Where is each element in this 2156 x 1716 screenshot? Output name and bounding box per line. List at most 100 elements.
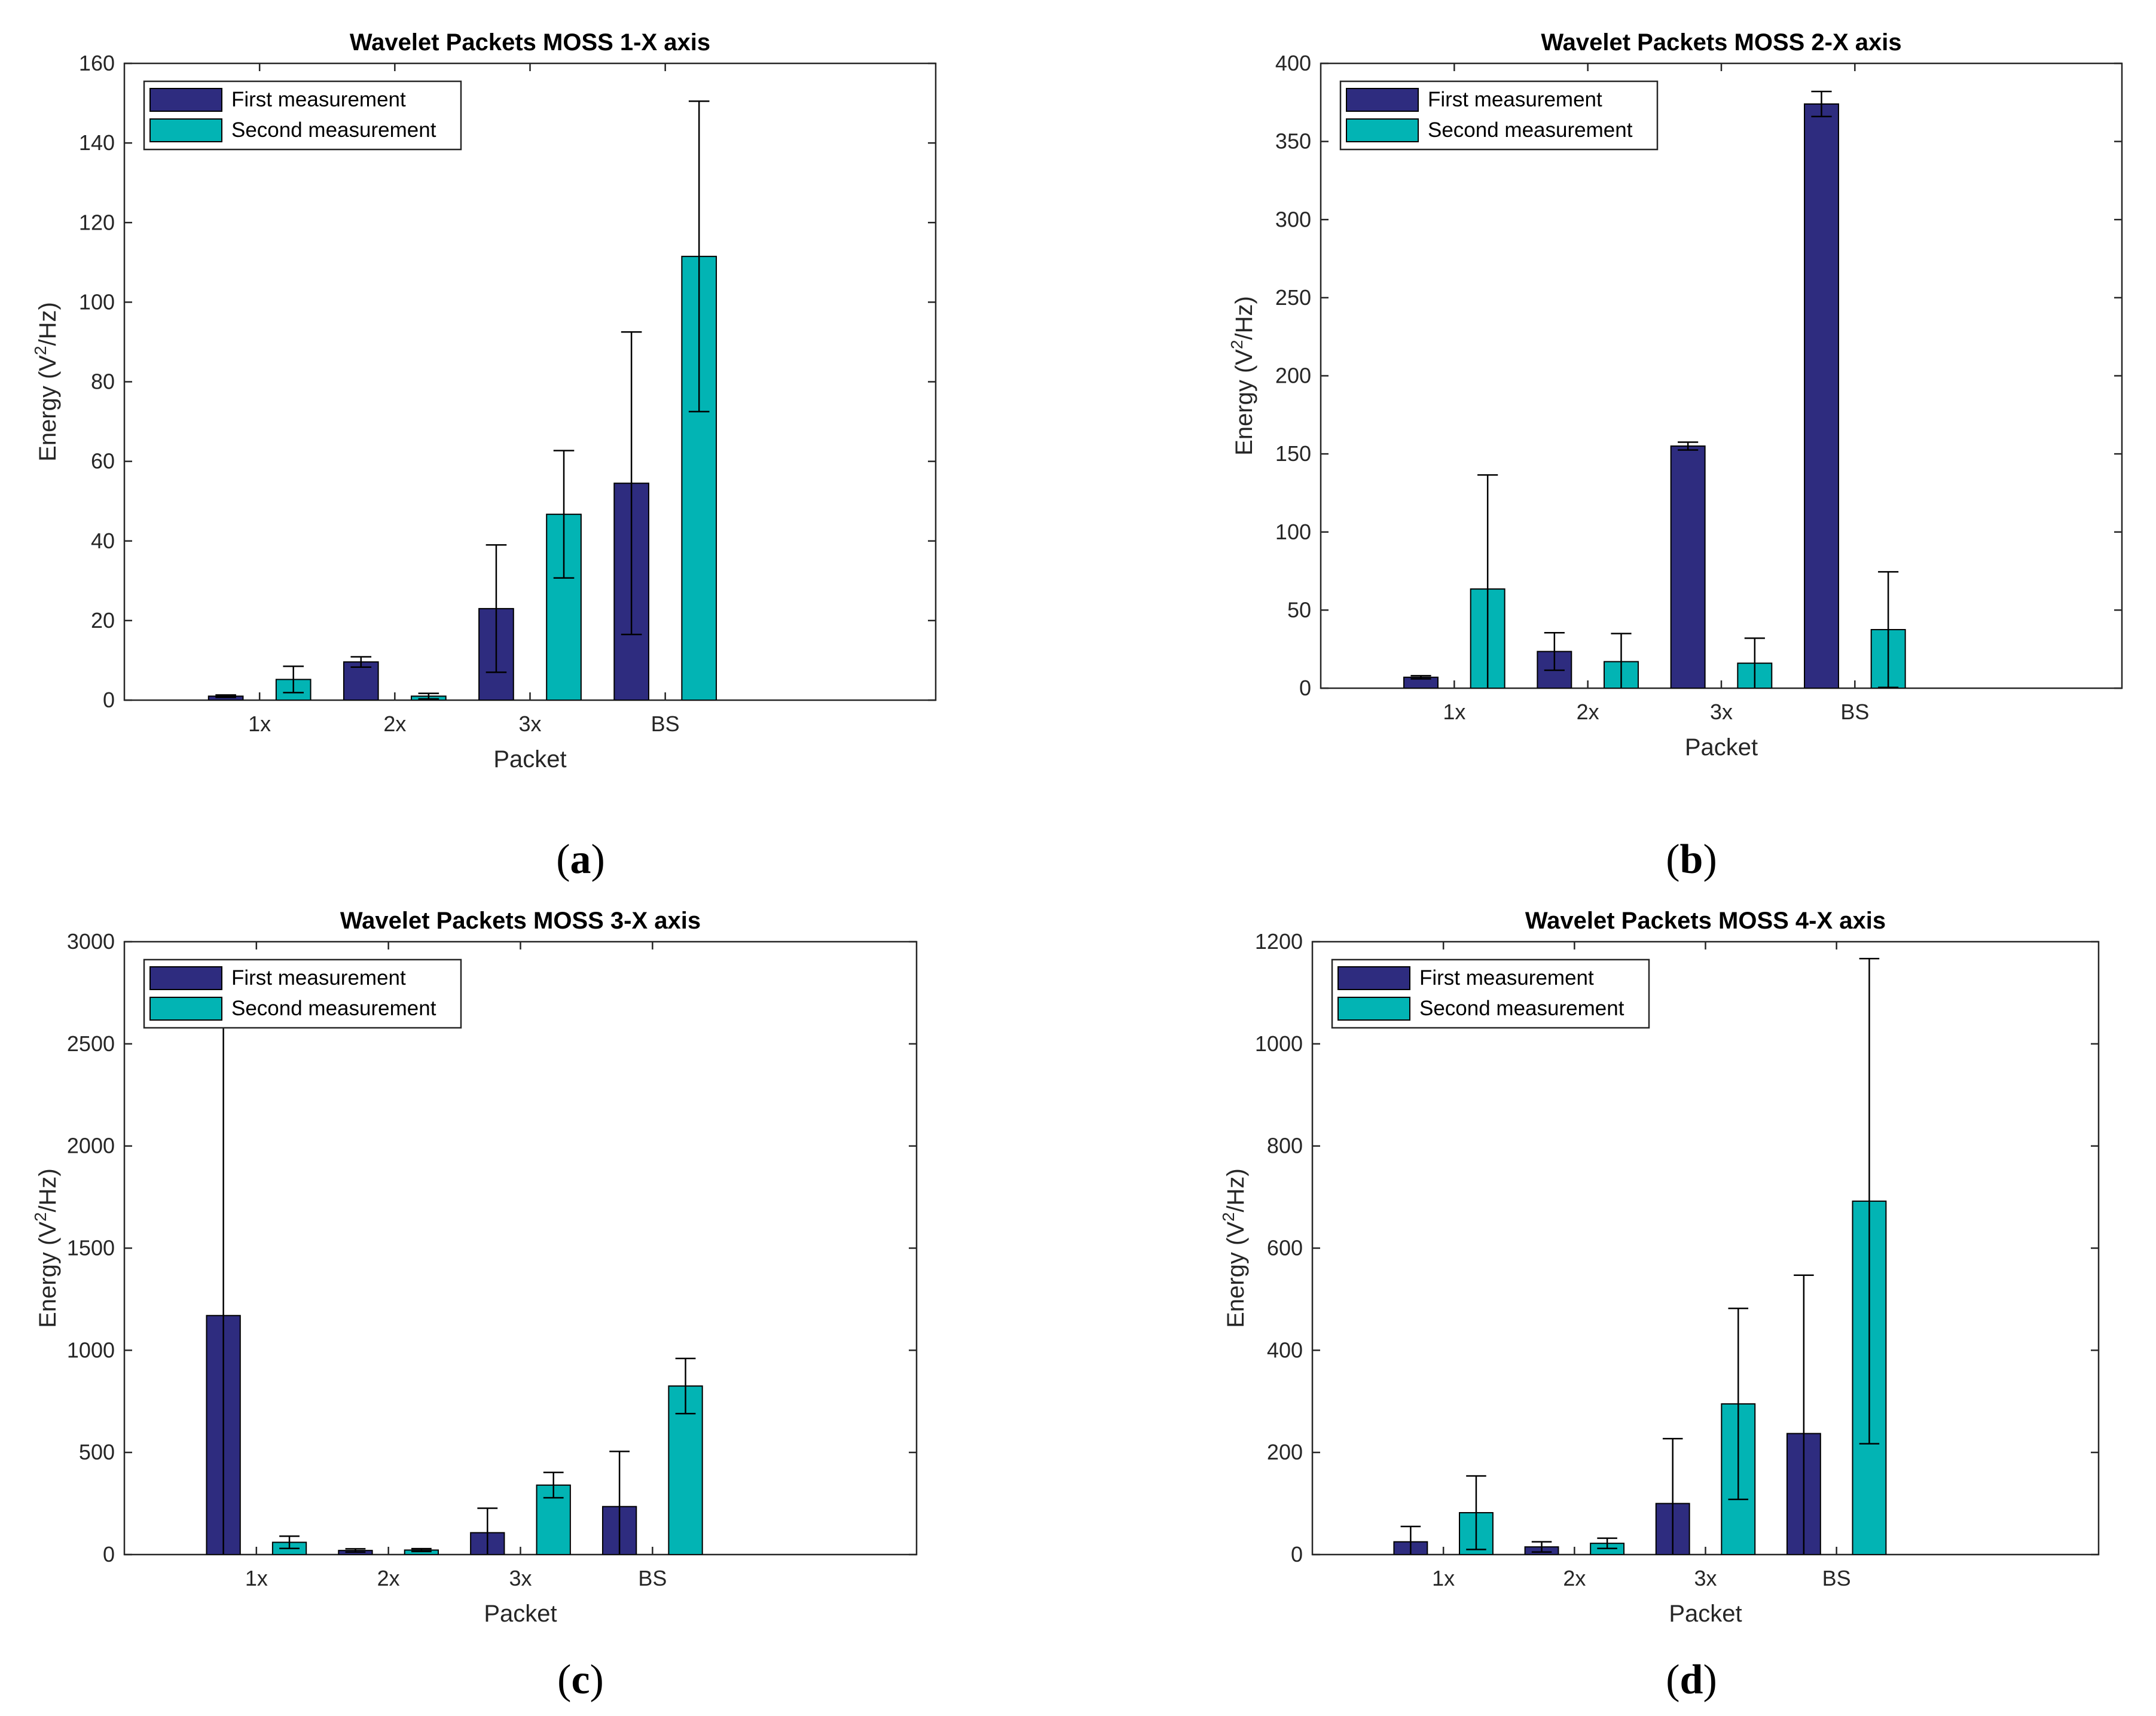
y-tick-label: 3000 bbox=[67, 929, 115, 954]
y-tick-label: 50 bbox=[1287, 597, 1311, 622]
legend-swatch-series2 bbox=[149, 118, 222, 142]
x-tick-label-2x: 2x bbox=[1563, 1566, 1586, 1590]
y-tick-label: 120 bbox=[79, 210, 115, 234]
bars-group bbox=[1403, 90, 1906, 688]
y-tick-label: 0 bbox=[1299, 676, 1311, 700]
y-axis-label-sup: 2 bbox=[1219, 1212, 1238, 1222]
caption-close-paren: ) bbox=[1703, 1657, 1717, 1703]
legend-swatch-series2 bbox=[1346, 118, 1419, 142]
y-tick-label: 40 bbox=[91, 529, 115, 553]
y-tick-label: 2500 bbox=[67, 1031, 115, 1056]
legend-label-series1: First measurement bbox=[1428, 88, 1602, 111]
plot-area bbox=[1311, 941, 2100, 1556]
legend: First measurement Second measurement bbox=[1339, 80, 1659, 151]
y-tick-label: 160 bbox=[79, 51, 115, 75]
y-tick-label: 1000 bbox=[67, 1338, 115, 1362]
y-tick-label: 0 bbox=[1291, 1542, 1303, 1567]
chart-panel-c: 0 500 1000 1500 2000 2500 3000 1x 2x 3x BS Wavelet … bbox=[31, 908, 918, 1703]
y-tick-label: 200 bbox=[1275, 364, 1311, 388]
bars-group bbox=[1393, 957, 1887, 1555]
caption-letter: c bbox=[571, 1657, 590, 1703]
chart-title: Wavelet Packets MOSS 2-X axis bbox=[1541, 29, 1901, 56]
y-tick-label: 500 bbox=[79, 1440, 115, 1464]
legend-swatch-series2 bbox=[1337, 997, 1410, 1021]
chart-title: Wavelet Packets MOSS 1-X axis bbox=[350, 29, 710, 56]
caption-close-paren: ) bbox=[590, 1657, 604, 1703]
legend-label-series2: Second measurement bbox=[231, 118, 436, 142]
y-tick-label: 1500 bbox=[67, 1236, 115, 1260]
caption-open-paren: ( bbox=[1666, 836, 1679, 883]
caption-letter: d bbox=[1680, 1657, 1703, 1703]
chart-panel-b: 0 50 100 150 200 250 300 350 400 1x 2x 3x BS Wavelet … bbox=[1227, 29, 2123, 883]
y-axis-label-base: Energy (V bbox=[35, 1222, 61, 1328]
y-tick-label: 150 bbox=[1275, 441, 1311, 466]
y-axis-label: Energy (V2/Hz) bbox=[1219, 1168, 1249, 1328]
x-axis-label: Packet bbox=[484, 1601, 557, 1627]
bar-series1-3x bbox=[1670, 445, 1706, 688]
y-axis-label-tail: /Hz) bbox=[1223, 1168, 1249, 1212]
caption-open-paren: ( bbox=[557, 1657, 571, 1703]
panel-caption: (d) bbox=[1666, 1657, 1717, 1703]
chart-panel-a: 0 20 40 60 80 100 120 140 160 1x 2x 3x BS Wavelet Pac… bbox=[31, 29, 937, 883]
y-axis-label-sup: 2 bbox=[31, 346, 50, 355]
x-tick-label-2x: 2x bbox=[1577, 700, 1599, 724]
legend-label-series2: Second measurement bbox=[231, 997, 436, 1020]
x-tick-label-2x: 2x bbox=[383, 712, 406, 736]
legend-swatch-series2 bbox=[149, 997, 222, 1021]
y-axis-label-base: Energy (V bbox=[35, 355, 61, 462]
x-tick-label-3x: 3x bbox=[1710, 700, 1733, 724]
y-axis-label-tail: /Hz) bbox=[1231, 296, 1257, 340]
y-tick-label: 100 bbox=[79, 289, 115, 314]
y-axis-label-sup: 2 bbox=[1227, 340, 1246, 349]
legend-label-series1: First measurement bbox=[1419, 966, 1594, 990]
y-axis-label: Energy (V2/Hz) bbox=[1227, 296, 1257, 456]
legend-label-series2: Second measurement bbox=[1419, 997, 1624, 1020]
caption-open-paren: ( bbox=[1666, 1657, 1679, 1703]
y-tick-label: 600 bbox=[1267, 1236, 1303, 1260]
plot-area bbox=[1320, 62, 2123, 689]
legend-swatch-series1 bbox=[1337, 966, 1410, 990]
x-axis-label: Packet bbox=[493, 746, 566, 772]
y-tick-label: 1000 bbox=[1255, 1031, 1303, 1056]
legend-label-series1: First measurement bbox=[231, 966, 406, 990]
legend: First measurement Second measurement bbox=[1331, 958, 1650, 1029]
x-tick-label-1x: 1x bbox=[248, 712, 271, 736]
panel-caption: (b) bbox=[1666, 836, 1717, 883]
y-axis-label: Energy (V2/Hz) bbox=[31, 1168, 61, 1328]
bar-series1-2x bbox=[343, 661, 379, 700]
y-tick-label: 100 bbox=[1275, 520, 1311, 544]
y-tick-label: 250 bbox=[1275, 285, 1311, 310]
plot-area bbox=[123, 941, 918, 1556]
caption-letter: b bbox=[1680, 836, 1703, 883]
y-axis-label-tail: /Hz) bbox=[35, 302, 61, 346]
y-tick-label: 350 bbox=[1275, 129, 1311, 154]
y-tick-label: 80 bbox=[91, 370, 115, 394]
y-tick-label: 0 bbox=[103, 688, 115, 712]
legend-swatch-series1 bbox=[1346, 88, 1419, 112]
y-tick-label: 60 bbox=[91, 449, 115, 474]
y-tick-label: 300 bbox=[1275, 207, 1311, 231]
y-tick-label: 2000 bbox=[67, 1134, 115, 1158]
plot-area bbox=[123, 62, 937, 701]
y-axis-label: Energy (V2/Hz) bbox=[31, 302, 61, 462]
y-tick-label: 0 bbox=[103, 1542, 115, 1567]
legend: First measurement Second measurement bbox=[143, 958, 462, 1029]
x-tick-label-bs: BS bbox=[638, 1566, 667, 1590]
y-tick-label: 400 bbox=[1267, 1338, 1303, 1362]
y-tick-label: 140 bbox=[79, 130, 115, 155]
legend-label-series1: First measurement bbox=[231, 88, 406, 111]
y-tick-label: 800 bbox=[1267, 1134, 1303, 1158]
y-axis-label-tail: /Hz) bbox=[35, 1168, 61, 1212]
legend-swatch-series1 bbox=[149, 88, 222, 112]
bar-series1-bs bbox=[1804, 103, 1839, 688]
legend: First measurement Second measurement bbox=[143, 80, 462, 151]
x-tick-label-2x: 2x bbox=[377, 1566, 400, 1590]
legend-swatch-series1 bbox=[149, 966, 222, 990]
bars-group bbox=[206, 967, 703, 1555]
bars-group bbox=[207, 100, 717, 700]
chart-title: Wavelet Packets MOSS 3-X axis bbox=[340, 908, 701, 934]
x-tick-label-1x: 1x bbox=[245, 1566, 268, 1590]
x-tick-label-1x: 1x bbox=[1432, 1566, 1455, 1590]
x-tick-label-3x: 3x bbox=[518, 712, 541, 736]
